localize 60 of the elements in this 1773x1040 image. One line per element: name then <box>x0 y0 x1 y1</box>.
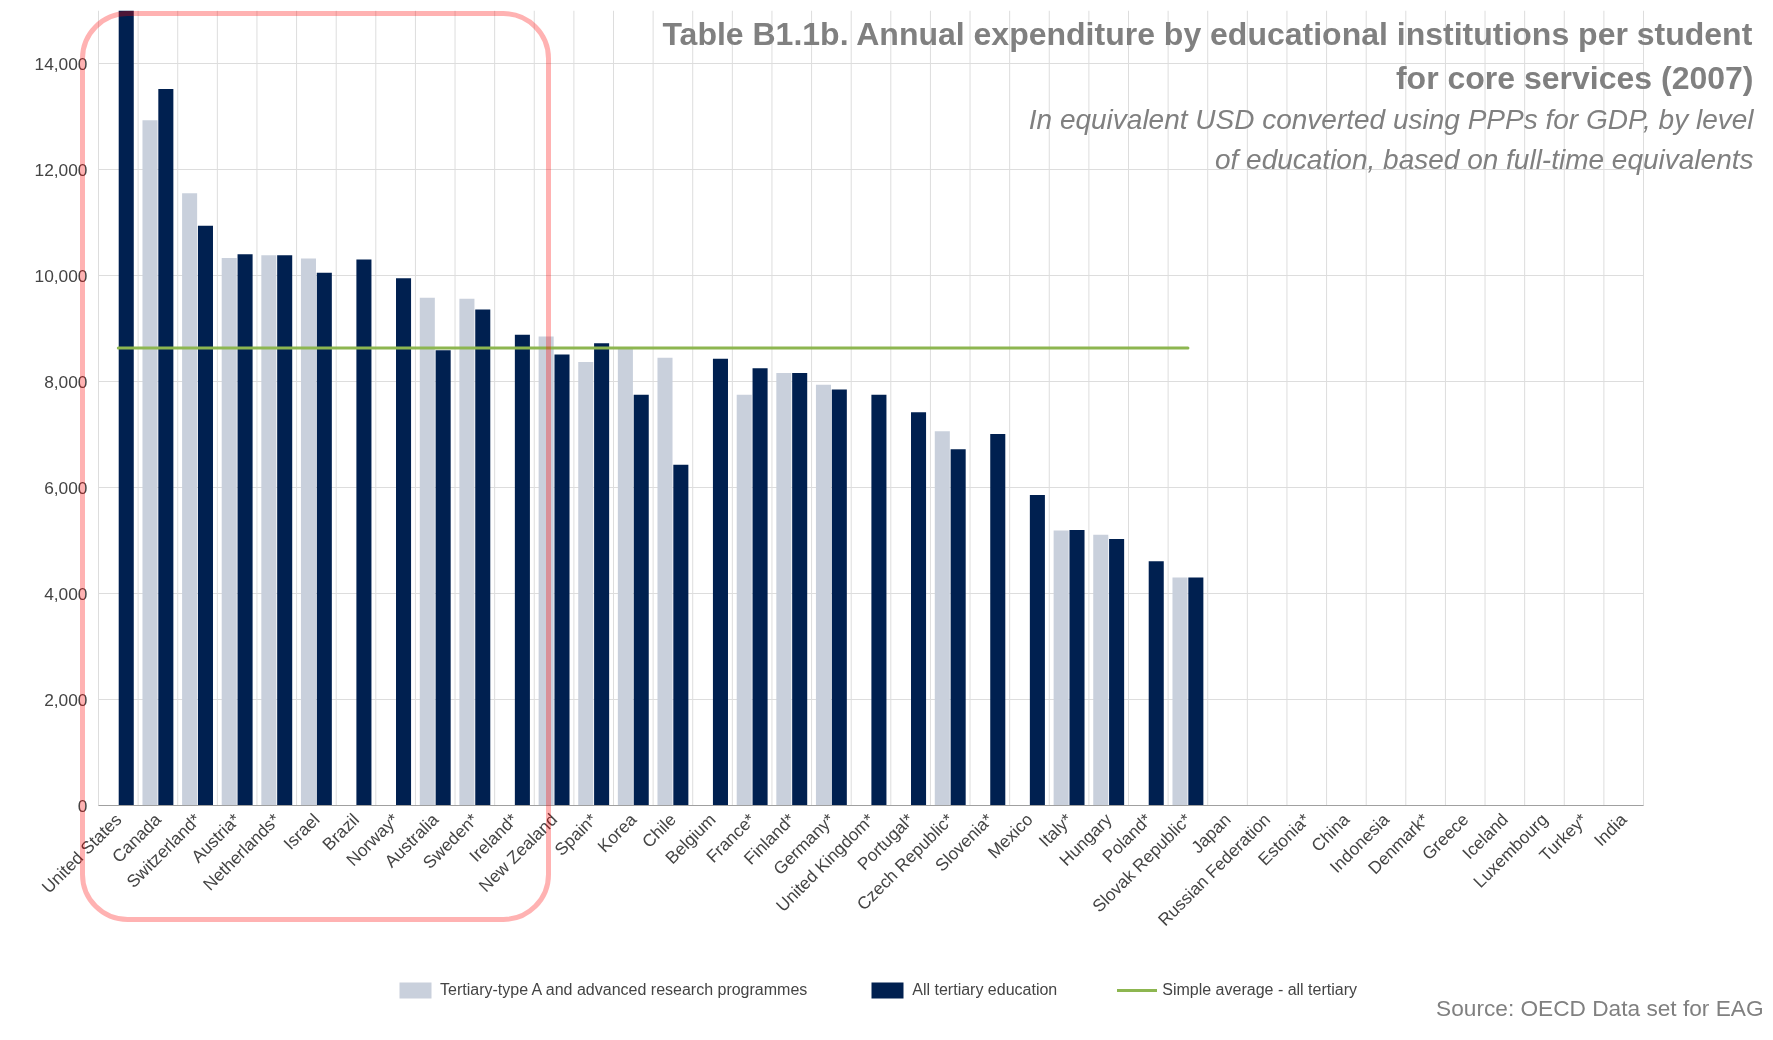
bar <box>1053 530 1069 806</box>
bar <box>578 361 594 806</box>
source-note: Source: OECD Data set for EAG <box>1436 994 1764 1021</box>
bar <box>182 193 198 806</box>
bar <box>712 358 728 806</box>
bar <box>118 10 134 806</box>
bar <box>197 225 213 806</box>
y-tick-label: 10,000 <box>34 265 88 286</box>
y-tick-label: 6,000 <box>44 477 88 498</box>
bar <box>792 373 808 806</box>
bar <box>396 278 412 806</box>
y-tick-label: 2,000 <box>44 689 88 710</box>
legend-label: All tertiary education <box>912 981 1058 999</box>
bar <box>657 357 673 806</box>
text: Table B1.1b. Annual expenditure by educational institutions per student for core services (2007) <box>662 15 1754 96</box>
bar <box>300 258 316 806</box>
text: In equivalent USD converted using PPPs for GDP, by level of education, based on full-time equivalents <box>1028 103 1755 175</box>
bar <box>1172 577 1188 806</box>
legend-label: Simple average - all tertiary <box>1162 981 1358 999</box>
bar <box>277 255 293 806</box>
bar <box>617 348 633 806</box>
bar <box>1188 577 1204 806</box>
bar <box>538 336 554 806</box>
y-tick-label: 12,000 <box>34 159 88 180</box>
bar <box>950 449 966 806</box>
legend-label: Tertiary-type A and advanced research programmes <box>440 981 808 999</box>
bar <box>673 464 689 806</box>
bar <box>1093 534 1109 806</box>
bar <box>1148 561 1164 806</box>
bar <box>221 258 237 806</box>
bar <box>736 394 752 806</box>
y-tick-label: 4,000 <box>44 583 88 604</box>
y-tick-label: 8,000 <box>44 371 88 392</box>
bar <box>1029 494 1045 806</box>
bar <box>990 433 1006 806</box>
bar <box>934 431 950 806</box>
bar <box>633 394 649 806</box>
bar <box>871 394 887 806</box>
bar <box>514 334 530 806</box>
bar <box>911 412 927 806</box>
bar <box>435 350 451 806</box>
bar <box>815 384 831 806</box>
y-tick-label: 0 <box>77 795 88 816</box>
bar <box>594 343 610 806</box>
bar <box>356 259 372 806</box>
bar <box>475 309 491 806</box>
bar <box>419 297 435 806</box>
bar <box>158 88 174 806</box>
bar <box>752 368 768 806</box>
bar <box>237 254 253 806</box>
bar <box>1069 529 1085 806</box>
bar <box>831 389 847 806</box>
bar <box>316 272 332 806</box>
bar <box>459 298 475 806</box>
y-tick-label: 14,000 <box>34 53 88 74</box>
bar <box>261 255 277 806</box>
bar <box>142 120 158 806</box>
bar <box>554 354 570 806</box>
bar <box>776 373 792 806</box>
bar <box>1109 538 1125 806</box>
